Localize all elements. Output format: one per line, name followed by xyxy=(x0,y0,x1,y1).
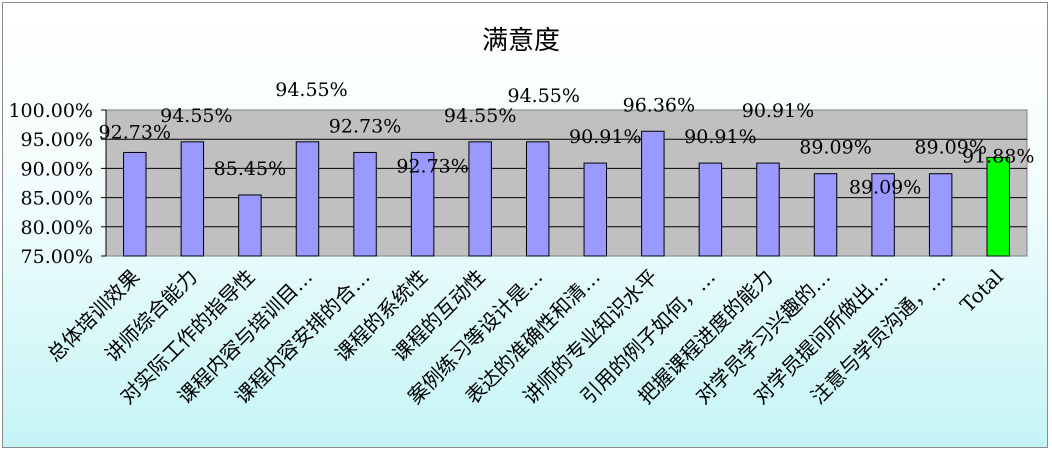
data-label: 92.73% xyxy=(329,115,401,137)
data-label: 90.91% xyxy=(742,100,814,122)
bar xyxy=(871,173,895,257)
y-tick-label: 100.00% xyxy=(8,100,93,122)
data-label: 89.09% xyxy=(849,177,921,199)
bar xyxy=(410,151,435,257)
bar-chart: 满意度 75.00% 80.00% 85.00% 90.00% 95.00% 100.00… xyxy=(8,26,1035,409)
y-tick-label: 95.00% xyxy=(21,129,93,151)
bar xyxy=(583,162,608,257)
data-label: 90.91% xyxy=(684,126,756,148)
data-label: 94.55% xyxy=(160,105,232,127)
bars xyxy=(123,130,1010,257)
chart-title: 满意度 xyxy=(482,26,560,56)
data-label: 94.55% xyxy=(444,105,516,127)
bar xyxy=(641,130,665,257)
x-axis-ticks: 总体培训效果讲师综合能力对实际工作的指导性课程内容与培训目…课程内容安排的合…课… xyxy=(42,265,1007,409)
data-label: 94.55% xyxy=(275,79,347,101)
bar xyxy=(698,162,723,257)
x-tick-label: Total xyxy=(955,265,1007,317)
bar xyxy=(756,162,780,257)
data-label: 89.09% xyxy=(799,137,871,159)
y-tick-label: 80.00% xyxy=(21,217,93,239)
bar xyxy=(525,141,550,257)
bar xyxy=(180,141,205,257)
bar xyxy=(928,173,953,257)
data-label: 94.55% xyxy=(507,85,579,107)
data-label: 92.73% xyxy=(99,121,171,143)
bar xyxy=(238,194,262,257)
y-tick-label: 90.00% xyxy=(21,158,93,180)
bar xyxy=(353,151,377,257)
data-label: 92.73% xyxy=(396,155,468,177)
data-label: 89.09% xyxy=(914,137,986,159)
data-label: 90.91% xyxy=(569,126,641,148)
data-label: 91.88% xyxy=(962,145,1034,167)
data-labels: 92.73%94.55%85.45%94.55%92.73%92.73%94.5… xyxy=(99,79,1035,199)
bar-total xyxy=(986,156,1010,257)
y-tick-label: 75.00% xyxy=(21,246,93,268)
bar xyxy=(813,173,838,257)
bar xyxy=(468,141,492,257)
bar xyxy=(295,141,320,257)
data-label: 96.36% xyxy=(623,94,695,116)
bar xyxy=(123,151,147,257)
y-axis-ticks: 75.00% 80.00% 85.00% 90.00% 95.00% 100.00% xyxy=(8,100,107,268)
y-tick-label: 85.00% xyxy=(21,188,93,210)
data-label: 85.45% xyxy=(214,158,286,180)
